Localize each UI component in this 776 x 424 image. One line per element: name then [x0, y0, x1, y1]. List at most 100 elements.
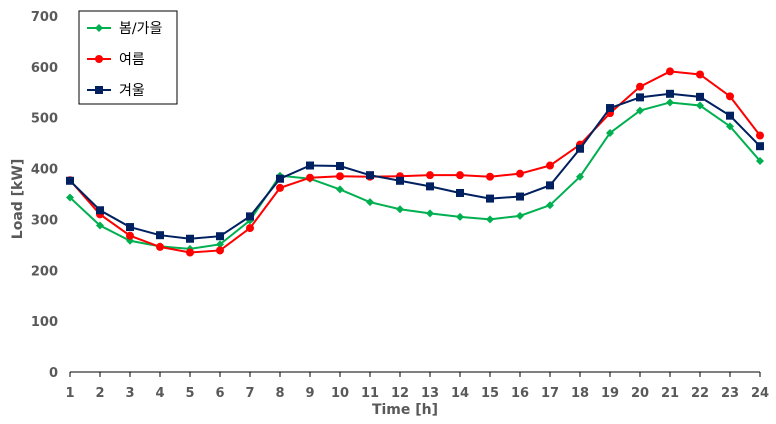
data-point [426, 171, 434, 180]
data-point [666, 89, 674, 98]
x-tick-label: 5 [185, 386, 194, 401]
data-point [636, 93, 644, 102]
data-point [696, 70, 704, 79]
data-point [276, 174, 284, 183]
data-point [276, 183, 284, 192]
data-point [456, 212, 464, 221]
data-point [126, 231, 134, 240]
data-point [126, 223, 134, 232]
data-point [726, 122, 734, 131]
data-point [546, 201, 554, 210]
legend-label: 겨울 [119, 83, 145, 99]
data-point [486, 215, 494, 224]
x-tick-label: 12 [391, 386, 409, 401]
series-square [66, 89, 764, 243]
data-point [546, 161, 554, 170]
series-line [69, 70, 761, 254]
x-tick-label: 9 [305, 386, 314, 401]
x-tick-label: 20 [631, 386, 649, 401]
x-tick-label: 13 [421, 386, 439, 401]
data-point [486, 172, 494, 181]
legend-label: 여름 [119, 52, 145, 68]
x-tick-label: 24 [751, 386, 769, 401]
data-point [426, 182, 434, 191]
x-tick-label: 10 [331, 386, 349, 401]
data-point [456, 188, 464, 197]
data-point [246, 224, 254, 233]
y-tick-label: 200 [31, 264, 58, 279]
y-axis-title: Load [kW] [10, 159, 26, 239]
legend-item: 여름 [87, 52, 145, 68]
data-point [336, 172, 344, 181]
series-layer [66, 67, 764, 257]
y-axis-ticks: 0 100 200 300 400 500 600 700 [31, 10, 58, 381]
data-point [456, 171, 464, 180]
data-point [96, 206, 104, 215]
data-point [336, 185, 344, 194]
data-point [396, 176, 404, 185]
data-point [246, 212, 254, 221]
legend-swatch-marker [95, 55, 103, 63]
data-point [606, 128, 614, 137]
data-point [606, 104, 614, 113]
data-point [726, 111, 734, 120]
data-point [516, 211, 524, 220]
data-point [216, 240, 224, 249]
x-tick-label: 3 [125, 386, 134, 401]
x-tick-label: 11 [361, 386, 379, 401]
x-tick-label: 17 [541, 386, 559, 401]
x-tick-label: 21 [661, 386, 679, 401]
y-tick-label: 100 [31, 315, 58, 330]
x-tick-label: 14 [451, 386, 469, 401]
data-point [396, 205, 404, 214]
data-point [516, 192, 524, 201]
legend-label: 봄/가을 [119, 21, 162, 37]
y-tick-label: 0 [49, 366, 58, 381]
data-point [306, 161, 314, 170]
x-tick-label: 4 [155, 386, 164, 401]
y-tick-label: 400 [31, 163, 58, 178]
x-tick-label: 7 [245, 386, 254, 401]
series-circle [66, 67, 764, 257]
data-point [156, 242, 164, 251]
legend-swatch-marker [95, 24, 103, 32]
data-point [576, 172, 584, 181]
y-tick-label: 500 [31, 112, 58, 127]
x-tick-label: 23 [721, 386, 739, 401]
y-tick-label: 600 [31, 61, 58, 76]
data-point [726, 92, 734, 101]
data-point [576, 144, 584, 153]
data-point [366, 171, 374, 180]
legend-item: 봄/가을 [87, 21, 162, 37]
data-point [366, 198, 374, 207]
x-tick-label: 16 [511, 386, 529, 401]
x-tick-label: 6 [215, 386, 224, 401]
data-point [636, 106, 644, 115]
x-axis-title: Time [h] [372, 402, 438, 418]
legend-item: 겨울 [87, 83, 145, 99]
data-point [546, 181, 554, 190]
x-tick-label: 2 [95, 386, 104, 401]
legend-swatch-marker [95, 86, 103, 94]
data-point [216, 232, 224, 241]
data-point [156, 231, 164, 240]
y-tick-label: 700 [31, 10, 58, 25]
data-point [756, 156, 764, 165]
data-point [696, 101, 704, 110]
data-point [66, 193, 74, 202]
data-point [426, 209, 434, 218]
data-point [666, 67, 674, 76]
data-point [336, 162, 344, 171]
data-point [186, 248, 194, 257]
x-tick-label: 22 [691, 386, 709, 401]
x-tick-label: 15 [481, 386, 499, 401]
data-point [666, 98, 674, 107]
data-point [306, 173, 314, 182]
data-point [186, 234, 194, 243]
x-tick-label: 8 [275, 386, 284, 401]
data-point [66, 176, 74, 185]
data-point [756, 131, 764, 140]
x-tick-label: 1 [65, 386, 74, 401]
y-tick-label: 300 [31, 213, 58, 228]
